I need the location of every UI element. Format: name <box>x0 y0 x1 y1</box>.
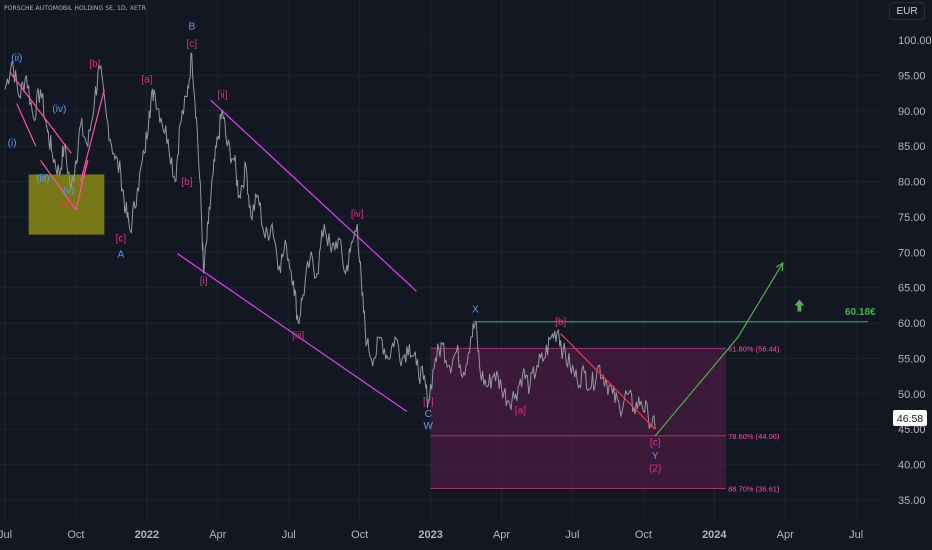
wave-label: [c] <box>650 438 661 449</box>
wave-label: [iii] <box>292 331 304 342</box>
fib-level-label: 78.60% (44.06) <box>728 432 780 441</box>
x-tick-label: Apr <box>209 529 226 541</box>
y-tick-label: 70.00 <box>898 247 926 259</box>
wave-label: W <box>423 421 433 432</box>
y-axis: 100.00 95.00 90.00 85.00 80.00 75.00 70.00 65.0… <box>898 35 932 507</box>
wave-line <box>80 89 105 182</box>
wave-label: (i) <box>8 138 17 149</box>
wave-label: (ii) <box>11 53 22 64</box>
wave-line <box>560 333 656 430</box>
x-tick-label: Apr <box>493 529 510 541</box>
x-tick-label: Apr <box>777 529 794 541</box>
wave-label: (iii) <box>36 174 49 185</box>
projection-line <box>654 262 784 437</box>
wave-label: [v] <box>423 396 434 407</box>
x-tick-label: 2024 <box>702 529 727 541</box>
wave-label: X <box>472 304 479 315</box>
price-series-line <box>4 52 656 430</box>
y-tick-label: 75.00 <box>898 212 926 224</box>
x-tick-label: Oct <box>635 529 652 541</box>
y-tick-label: 100.00 <box>898 35 932 47</box>
wave-label: A <box>118 249 125 260</box>
y-tick-label: 45.00 <box>898 424 926 436</box>
x-tick-label: Jul <box>849 529 863 541</box>
y-tick-label: 85.00 <box>898 141 926 153</box>
wave-line <box>39 159 77 211</box>
y-tick-label: 35.00 <box>898 495 926 507</box>
y-tick-label: 50.00 <box>898 389 926 401</box>
channel-lower <box>177 253 408 413</box>
wave-label: (iv) <box>52 104 66 115</box>
y-tick-label: 95.00 <box>898 70 926 82</box>
wave-label: (v) <box>63 186 75 197</box>
wave-label: C <box>425 409 432 420</box>
currency-button[interactable]: EUR <box>889 2 925 20</box>
wave-label: [b] <box>555 317 566 328</box>
wave-label: [ii] <box>218 90 228 101</box>
x-tick-label: 2022 <box>135 529 159 541</box>
highlight-box <box>28 174 105 235</box>
x-tick-label: Jul <box>565 529 579 541</box>
y-tick-label: 80.00 <box>898 177 926 189</box>
wave-label: Y <box>652 451 659 462</box>
x-tick-label: Jul <box>0 529 12 541</box>
wave-line <box>80 160 89 189</box>
wave-label: [a] <box>515 406 526 417</box>
projection-arrowhead-icon <box>775 261 784 271</box>
x-tick-label: 2023 <box>418 529 442 541</box>
price-tag-label: 46.58 <box>897 413 923 425</box>
wave-label: [c] <box>187 39 198 50</box>
wave-label: (2) <box>649 464 661 475</box>
target-arrow-icon <box>794 299 805 312</box>
wave-line <box>16 103 37 147</box>
wave-label: [iv] <box>351 209 364 220</box>
wave-label: [a] <box>141 74 152 85</box>
wave-line <box>9 71 72 154</box>
y-tick-label: 55.00 <box>898 353 926 365</box>
wave-label: [a] <box>61 198 72 209</box>
y-tick-label: 90.00 <box>898 106 926 118</box>
fib-level-label: 61.80% (56.44) <box>728 344 780 353</box>
target-label: 60.18€ <box>845 307 876 318</box>
x-tick-label: Oct <box>351 529 368 541</box>
wave-label: [i] <box>200 276 208 287</box>
wave-label: B <box>188 21 195 32</box>
y-tick-label: 40.00 <box>898 460 926 472</box>
x-tick-label: Jul <box>282 529 296 541</box>
y-tick-label: 65.00 <box>898 283 926 295</box>
x-axis: Jul Oct 2022 Apr Jul Oct 2023 Apr Jul Oct 2024 Apr J… <box>0 529 863 541</box>
channel-upper <box>210 99 417 292</box>
wave-label: [b] <box>89 59 100 70</box>
wave-label: [b] <box>181 177 192 188</box>
wave-label: [c] <box>116 234 127 245</box>
x-tick-label: Oct <box>67 529 84 541</box>
y-tick-label: 60.00 <box>898 318 926 330</box>
price-tag <box>893 410 927 427</box>
fib-zone <box>430 348 727 489</box>
symbol-header: PORSCHE AUTOMOBIL HOLDING SE, 1D, XETR <box>4 5 146 12</box>
fib-level-label: 88.70% (36.61) <box>728 485 780 494</box>
